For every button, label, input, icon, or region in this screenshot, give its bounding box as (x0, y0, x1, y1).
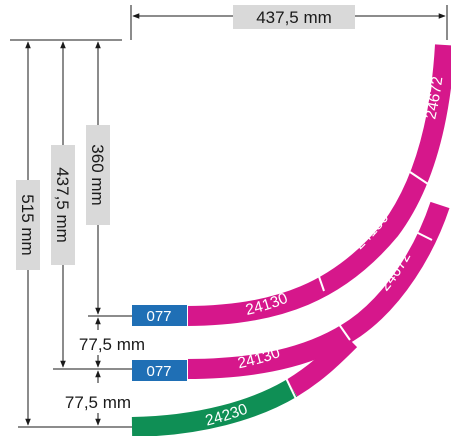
tag-inner-bg (132, 305, 187, 326)
track-middle-band (185, 201, 450, 379)
dim-360-label-bg (86, 125, 110, 225)
segment-joint (285, 377, 297, 400)
dim-360-label: 360 mm (88, 144, 107, 205)
segment-joint (411, 229, 433, 241)
dim-437-label-bg (51, 145, 75, 265)
dim-top-label-bg (233, 5, 355, 29)
track-inner-band (185, 44, 451, 326)
dim-top-label: 437,5 mm (256, 8, 332, 27)
track-outer-magenta-joint (286, 332, 358, 397)
track-outer-band (131, 379, 298, 436)
dim-515-label: 515 mm (18, 194, 37, 255)
tag-inner-label: 077 (146, 308, 171, 325)
dim-spacing-2-label: 77,5 mm (65, 393, 131, 412)
segment-joint (335, 319, 351, 341)
dim-515-label-bg (16, 180, 40, 270)
dim-spacing-1-label: 77,5 mm (79, 335, 145, 354)
segment-joint (409, 171, 429, 185)
dim-437-label: 437,5 mm (53, 167, 72, 243)
tag-middle-label: 077 (146, 363, 171, 380)
tag-middle-bg (132, 360, 187, 381)
segment-joint (315, 267, 325, 292)
